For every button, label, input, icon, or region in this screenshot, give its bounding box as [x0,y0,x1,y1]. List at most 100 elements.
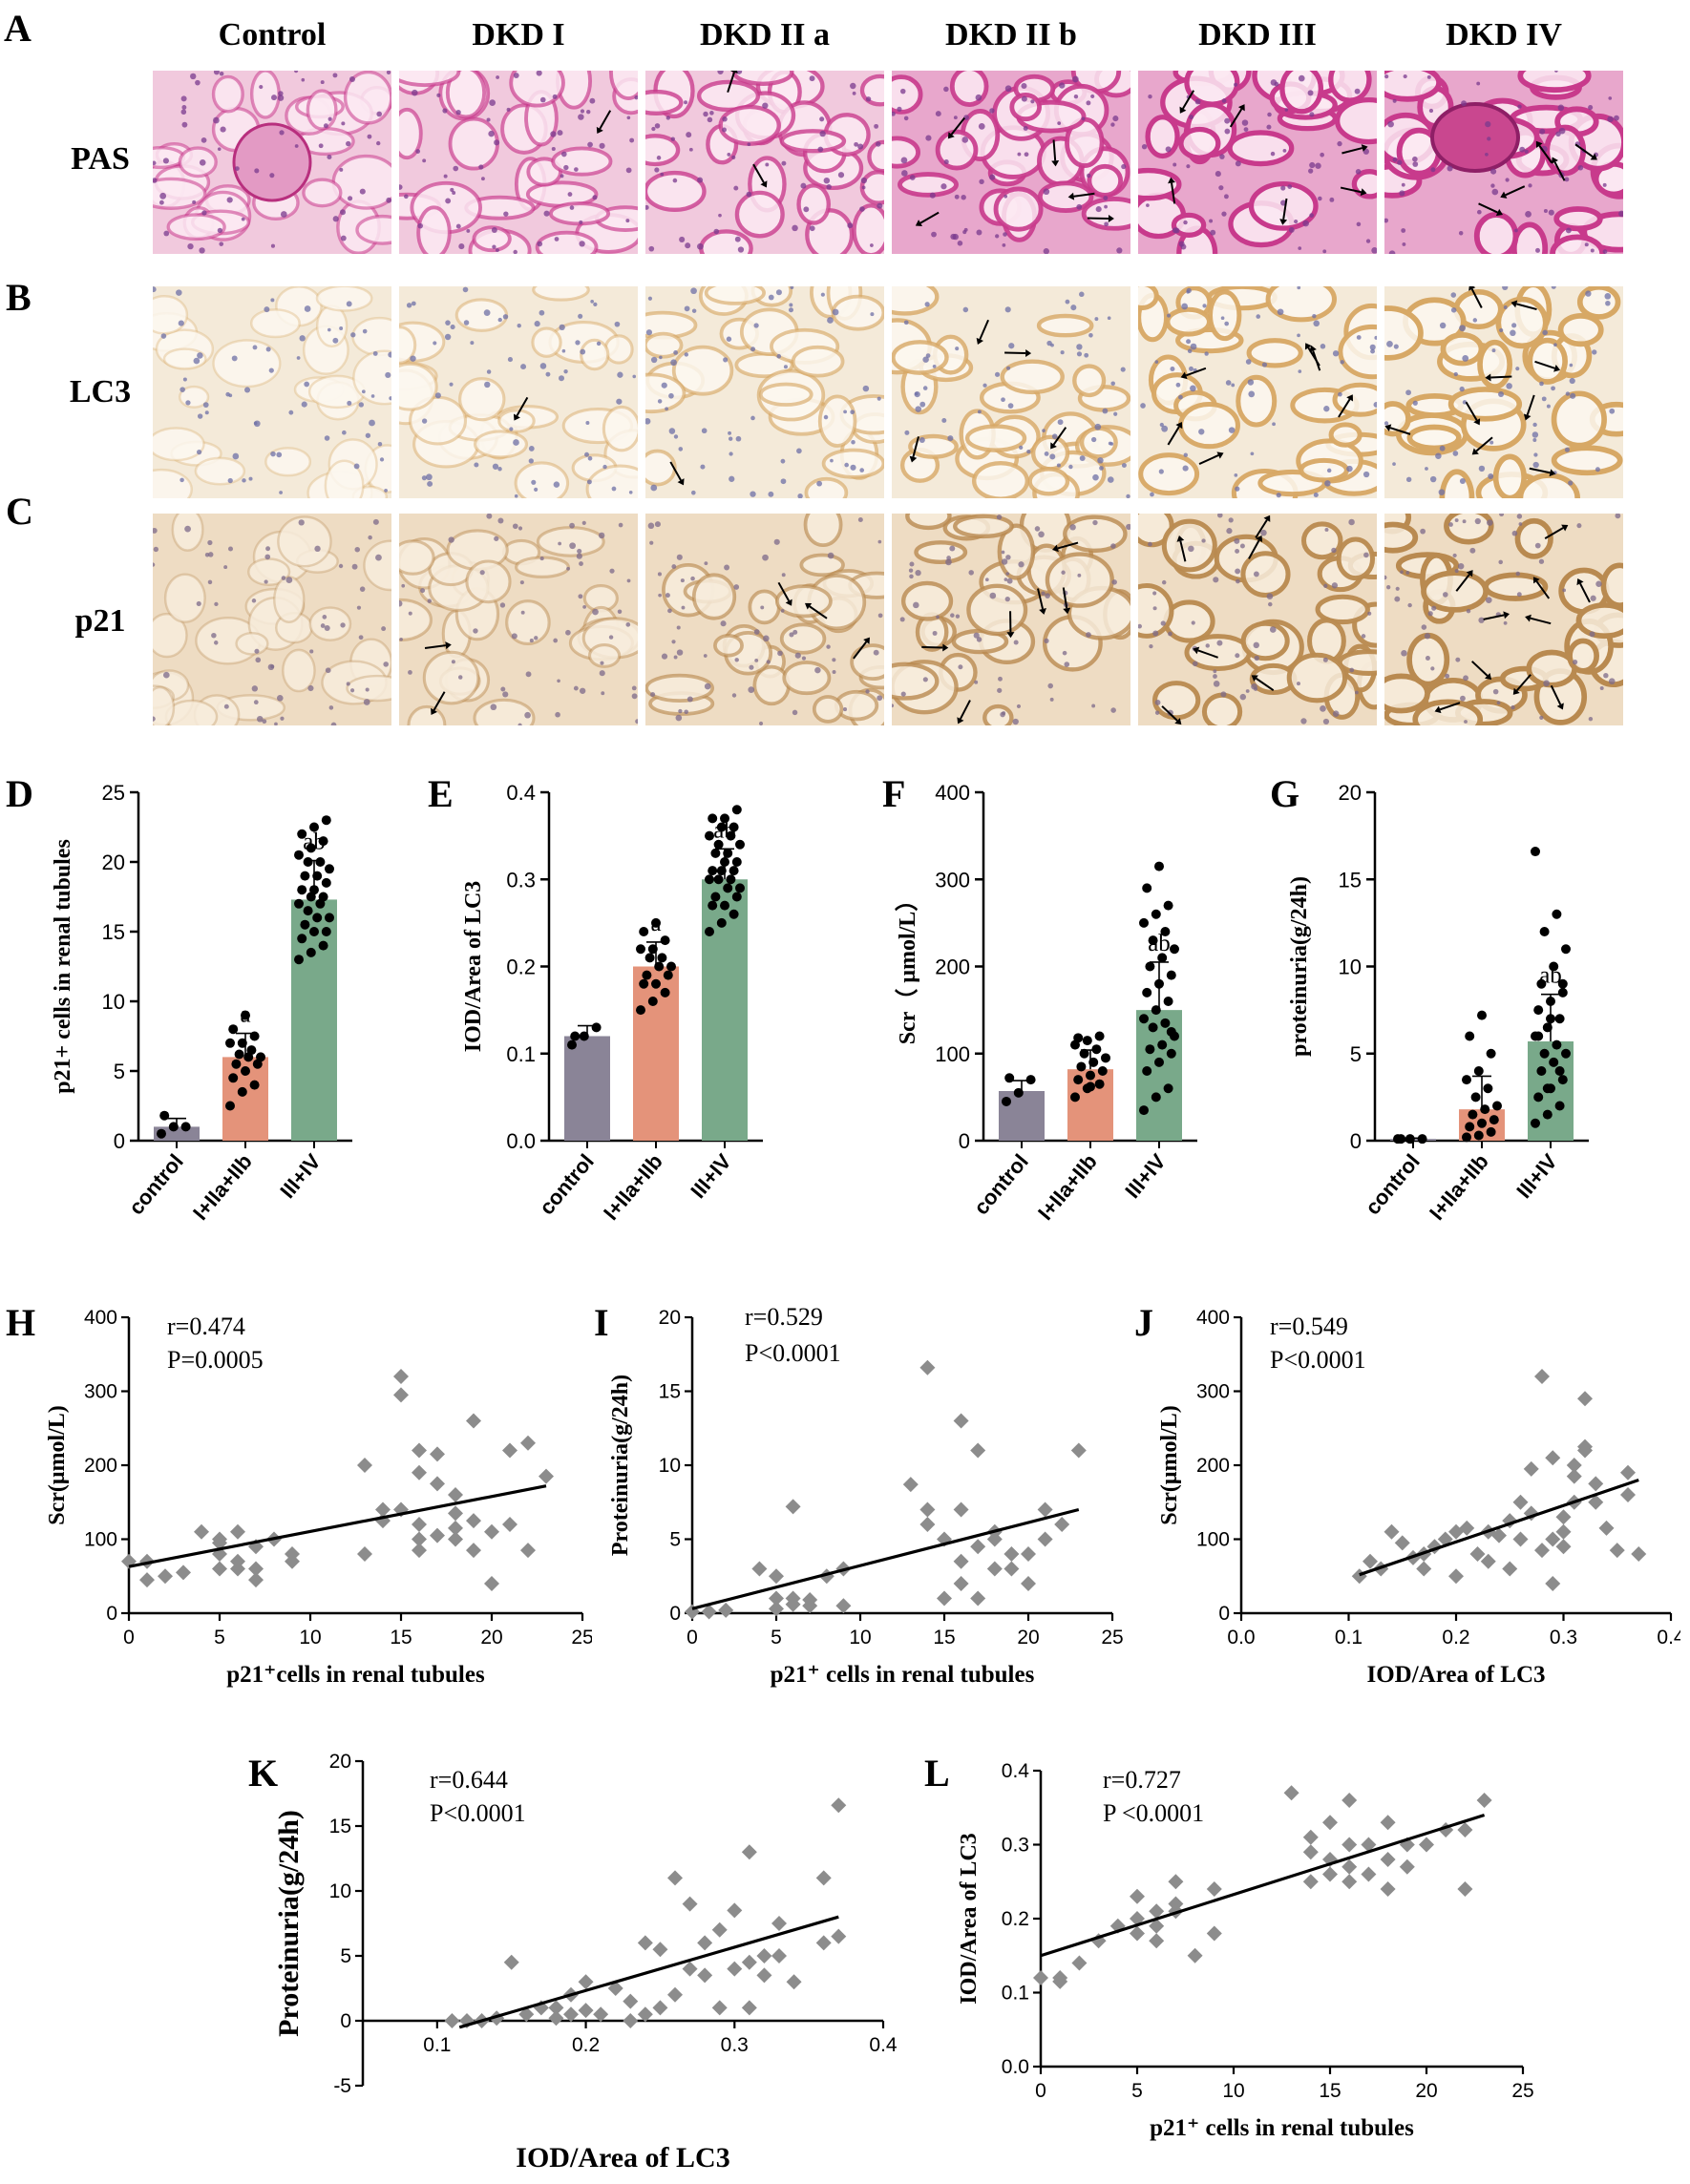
cell-nucleus [903,320,909,326]
cell-nucleus [1458,231,1464,236]
bar-III+IV [702,879,748,1141]
annotation-arrowhead [1051,160,1060,167]
cell-nucleus [661,382,667,388]
y-tick-label: 0.3 [1002,1835,1029,1857]
cell-nucleus [668,392,674,399]
cell-nucleus [524,711,531,719]
cell-nucleus [949,545,956,552]
tubule-profile [1406,424,1462,452]
cell-nucleus [1087,173,1091,178]
cell-nucleus [1064,662,1070,667]
cell-nucleus [153,160,157,166]
annotation-arrowhead [1551,157,1558,164]
data-point [309,927,319,936]
annotation-arrowhead [1175,421,1183,430]
data-point [1302,1844,1319,1860]
y-tick-label: 5 [340,1945,351,1967]
data-point [1539,1048,1550,1059]
cell-nucleus [279,491,283,494]
annotation-arrowhead [1553,365,1561,372]
cell-nucleus [1300,718,1307,724]
cell-nucleus [1012,718,1019,725]
cell-nucleus [551,146,556,152]
cell-nucleus [207,579,213,585]
cell-nucleus [1091,436,1097,443]
tubule-profile [458,377,506,422]
cell-nucleus [909,574,914,579]
cell-nucleus [1220,316,1225,321]
tubule-profile [1081,197,1130,231]
cell-nucleus [1403,74,1407,79]
panel-label-f: F [882,772,906,815]
cell-nucleus [1439,445,1446,452]
cell-nucleus [728,436,733,441]
cell-nucleus [899,88,906,94]
cell-nucleus [358,402,364,408]
cell-nucleus [1498,559,1503,565]
data-point [1025,1075,1036,1085]
tubule-profile [1544,124,1587,177]
cell-nucleus [566,566,570,571]
annotation-arrow [1465,401,1478,421]
cell-nucleus [668,428,676,434]
data-point [1549,1057,1559,1067]
cell-nucleus [792,709,798,716]
cell-nucleus [534,487,539,492]
cell-nucleus [358,635,364,640]
cell-nucleus [1309,213,1315,219]
y-axis-label: Scr（ μmol/L） [895,889,920,1045]
cell-nucleus [1367,611,1372,616]
cell-nucleus [1320,705,1326,712]
cell-nucleus [1193,661,1198,667]
panel-label-i: I [594,1301,609,1344]
cell-nucleus [746,191,752,198]
data-point [639,927,649,936]
annotation-arrow [1037,588,1045,610]
cell-nucleus [301,77,306,82]
cell-nucleus [1043,248,1049,254]
cell-nucleus [573,685,579,691]
annotation-arrowhead [1193,646,1200,655]
annotation-arrow [1167,426,1180,446]
annotation-arrowhead [1263,514,1271,522]
cell-nucleus [1608,96,1613,100]
cell-nucleus [223,565,228,570]
cell-nucleus [794,652,801,659]
data-point [1341,1874,1358,1890]
cell-nucleus [1160,620,1166,626]
cell-nucleus [1532,461,1539,469]
y-tick-label: 0 [669,1603,681,1625]
cell-nucleus [616,398,623,405]
annotation-arrow [599,110,612,130]
data-point [306,947,316,957]
data-point [751,1561,768,1577]
cell-nucleus [775,289,782,296]
cell-nucleus [267,663,275,671]
data-point [1609,1543,1625,1559]
cell-nucleus [1487,519,1493,526]
cell-nucleus [569,205,575,210]
data-point [1142,883,1152,893]
data-point [249,1031,260,1041]
cell-nucleus [1459,386,1465,392]
cell-nucleus [563,164,569,171]
cell-nucleus [877,396,881,401]
y-tick-label: 100 [935,1042,970,1066]
cell-nucleus [650,356,658,364]
cell-nucleus [1041,591,1046,596]
data-point [357,1546,372,1562]
cell-nucleus [592,195,598,200]
annotation-arrow [1529,467,1551,474]
cell-nucleus [1374,335,1377,340]
annotation-arrowhead [1484,672,1492,680]
data-point [520,1543,536,1559]
data-point [1168,1874,1184,1890]
tubule-profile [1037,180,1094,213]
cell-nucleus [1320,152,1324,158]
annotation-arrowhead [1525,614,1532,622]
tubule-profile [796,183,831,225]
cell-nucleus [843,410,847,414]
cell-nucleus [1401,650,1407,657]
